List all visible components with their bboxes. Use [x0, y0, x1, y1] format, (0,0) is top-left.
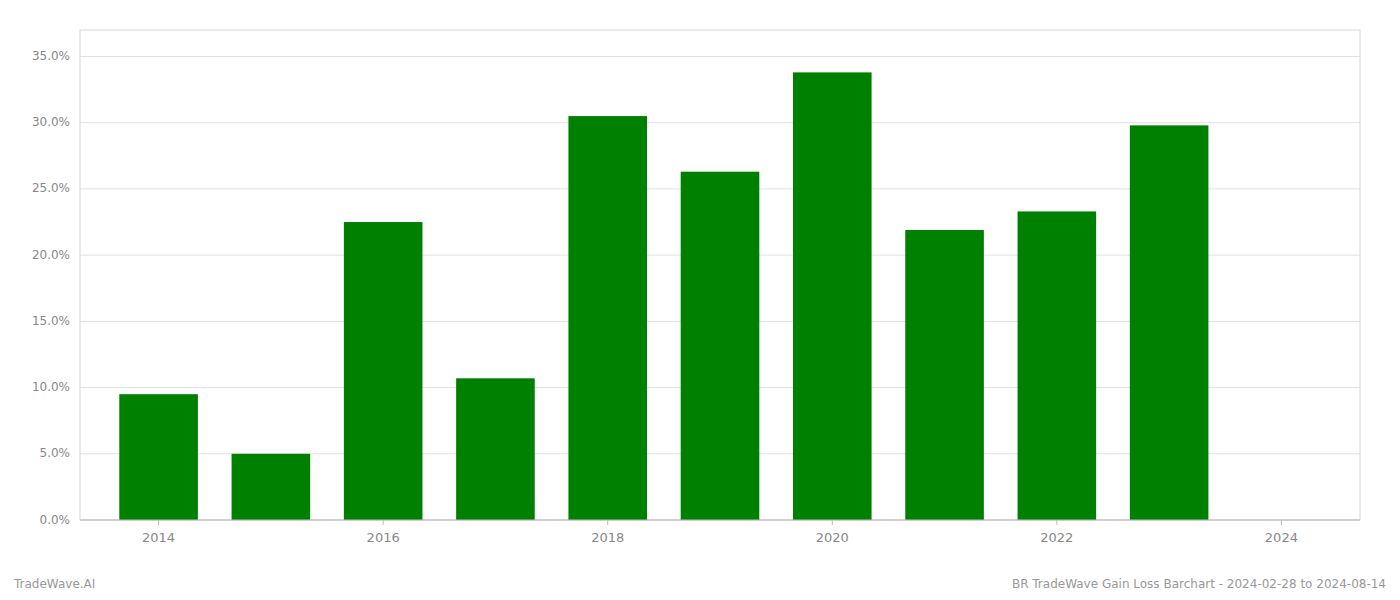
x-tick-label: 2024 — [1265, 530, 1298, 545]
y-tick-label: 25.0% — [32, 181, 70, 195]
x-tick-label: 2016 — [367, 530, 400, 545]
chart-container: 0.0% 5.0% 10.0% 15.0% 20.0% 25.0% 30.0% 35.0% 20… — [0, 0, 1400, 600]
grid — [80, 56, 1360, 520]
bar — [232, 454, 311, 520]
bar — [681, 172, 760, 520]
x-tick — [1281, 520, 1282, 525]
bar — [344, 222, 423, 520]
bar — [568, 116, 647, 520]
grid-line — [80, 520, 1360, 521]
bar — [905, 230, 984, 520]
bar — [793, 72, 872, 520]
x-tick — [383, 520, 384, 525]
y-tick-label: 15.0% — [32, 314, 70, 328]
x-tick-label: 2020 — [816, 530, 849, 545]
x-tick — [158, 520, 159, 525]
y-tick-label: 20.0% — [32, 248, 70, 262]
grid-line — [80, 56, 1360, 57]
x-tick-label: 2018 — [591, 530, 624, 545]
x-tick — [607, 520, 608, 525]
y-tick-label: 0.0% — [40, 513, 71, 527]
x-tick-label: 2022 — [1040, 530, 1073, 545]
y-tick-label: 30.0% — [32, 115, 70, 129]
bar — [1018, 211, 1097, 520]
y-axis: 0.0% 5.0% 10.0% 15.0% 20.0% 25.0% 30.0% 35.0% — [32, 49, 70, 527]
x-tick-label: 2014 — [142, 530, 175, 545]
footer-left: TradeWave.AI — [13, 577, 95, 591]
x-axis: 2014 2016 2018 2020 2022 2024 — [80, 520, 1360, 545]
y-tick-label: 5.0% — [40, 446, 71, 460]
bar — [456, 378, 535, 520]
y-tick-label: 10.0% — [32, 380, 70, 394]
plot-frame — [80, 30, 1360, 520]
chart-svg: 0.0% 5.0% 10.0% 15.0% 20.0% 25.0% 30.0% 35.0% 20… — [0, 0, 1400, 600]
bar — [1130, 125, 1209, 520]
x-tick — [1056, 520, 1057, 525]
footer-right: BR TradeWave Gain Loss Barchart - 2024-0… — [1012, 577, 1386, 591]
y-tick-label: 35.0% — [32, 49, 70, 63]
bar — [119, 394, 198, 520]
grid-line — [80, 122, 1360, 123]
bars — [119, 72, 1208, 520]
x-tick — [832, 520, 833, 525]
x-axis-line — [80, 520, 1360, 521]
